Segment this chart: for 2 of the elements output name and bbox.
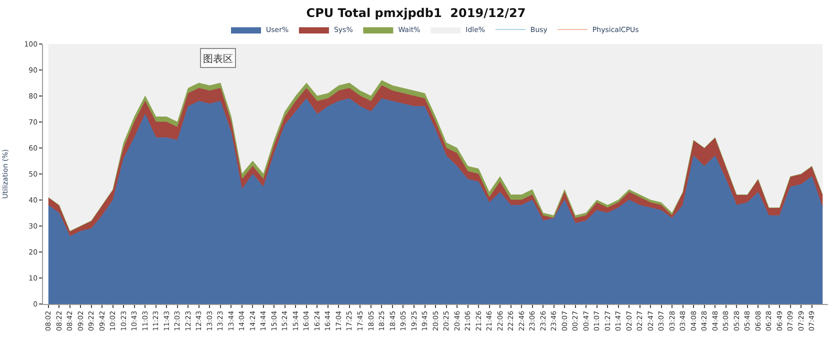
annotation: 图表区 — [203, 51, 233, 65]
chart-title: CPU Total pmxjpdb1 2019/12/27 — [306, 6, 526, 20]
